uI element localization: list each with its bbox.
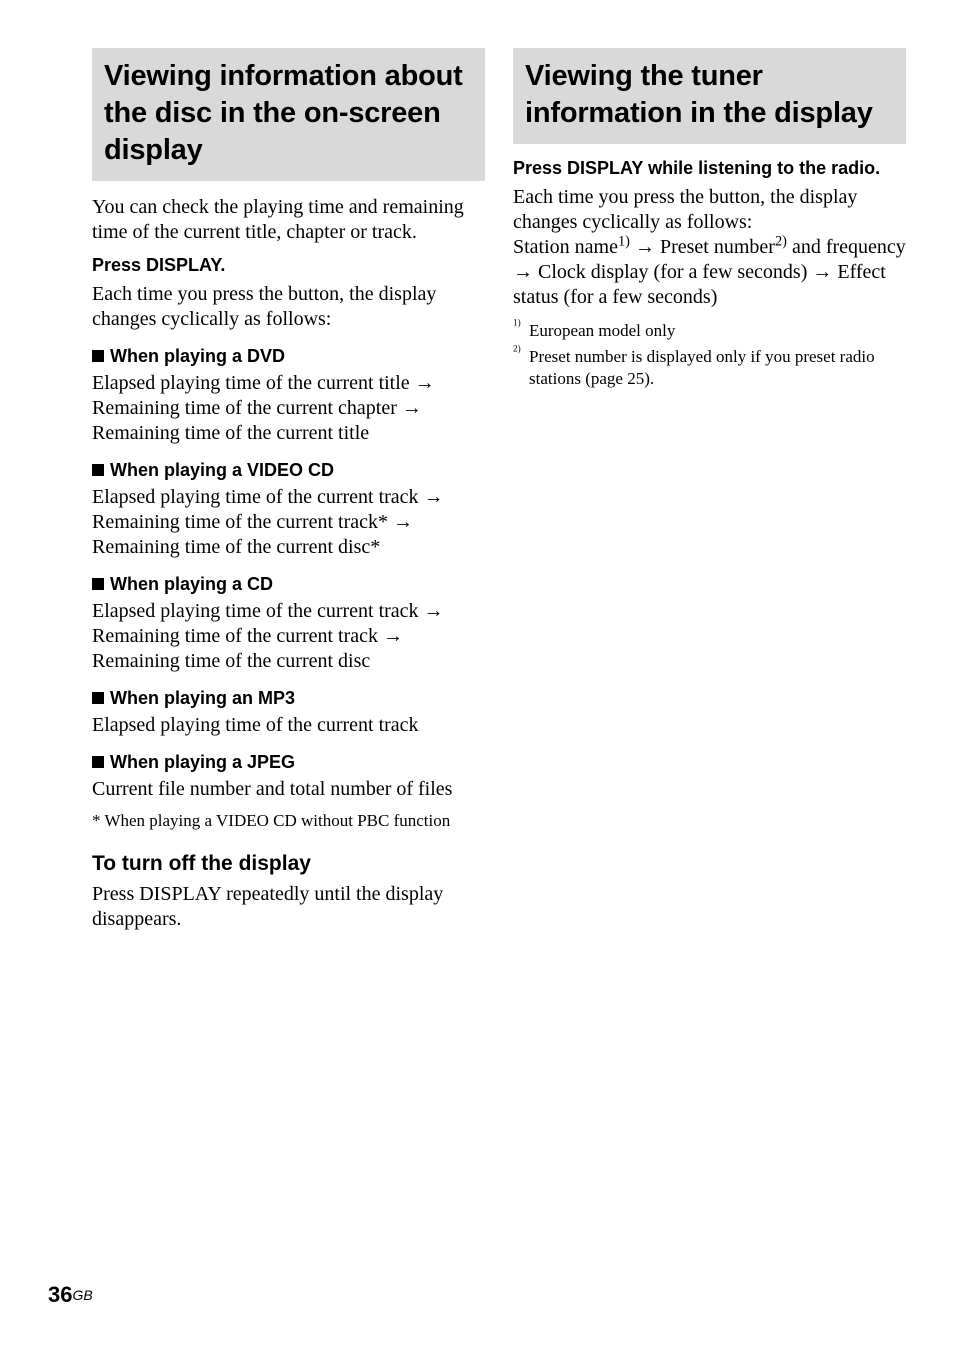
arrow-icon: → bbox=[513, 261, 533, 283]
footnote-1-num: 1) bbox=[513, 319, 529, 341]
left-title: Viewing information about the disc in th… bbox=[104, 58, 473, 169]
page-region: GB bbox=[72, 1287, 92, 1303]
arrow-icon: → bbox=[635, 236, 655, 258]
dvd-body: Elapsed playing time of the current titl… bbox=[92, 371, 485, 446]
square-icon bbox=[92, 350, 104, 362]
vcd-body: Elapsed playing time of the current trac… bbox=[92, 485, 485, 560]
jpeg-heading: When playing a JPEG bbox=[92, 752, 485, 773]
footnote-2: 2) Preset number is displayed only if yo… bbox=[513, 346, 906, 390]
right-title: Viewing the tuner information in the dis… bbox=[525, 58, 894, 132]
jpeg-body: Current file number and total number of … bbox=[92, 777, 485, 802]
turnoff-body: Press DISPLAY repeatedly until the displ… bbox=[92, 882, 485, 932]
left-step-body: Each time you press the button, the disp… bbox=[92, 282, 485, 332]
seq-a: Station name bbox=[513, 236, 618, 258]
left-title-block: Viewing information about the disc in th… bbox=[92, 48, 485, 181]
dvd-heading: When playing a DVD bbox=[92, 346, 485, 367]
vcd-heading: When playing a VIDEO CD bbox=[92, 460, 485, 481]
seq-d: Clock display (for a few seconds) bbox=[533, 261, 812, 283]
square-icon bbox=[92, 756, 104, 768]
arrow-icon: → bbox=[812, 261, 832, 283]
page-number-value: 36 bbox=[48, 1282, 72, 1307]
footnote-list: 1) European model only 2) Preset number … bbox=[513, 320, 906, 390]
footnote-2-num: 2) bbox=[513, 345, 529, 389]
mp3-heading-text: When playing an MP3 bbox=[110, 688, 295, 708]
right-step: Press DISPLAY while listening to the rad… bbox=[513, 158, 906, 179]
mp3-body: Elapsed playing time of the current trac… bbox=[92, 713, 485, 738]
cd-heading-text: When playing a CD bbox=[110, 574, 273, 594]
cd-heading: When playing a CD bbox=[92, 574, 485, 595]
dvd-heading-text: When playing a DVD bbox=[110, 346, 285, 366]
turnoff-heading: To turn off the display bbox=[92, 852, 485, 876]
seq-c: and frequency bbox=[787, 236, 906, 258]
square-icon bbox=[92, 692, 104, 704]
footnote-2-text: Preset number is displayed only if you p… bbox=[529, 346, 906, 390]
jpeg-heading-text: When playing a JPEG bbox=[110, 752, 295, 772]
vcd-heading-text: When playing a VIDEO CD bbox=[110, 460, 334, 480]
left-intro: You can check the playing time and remai… bbox=[92, 195, 485, 245]
superscript-1: 1) bbox=[618, 234, 630, 250]
right-sequence: Station name1) → Preset number2) and fre… bbox=[513, 235, 906, 310]
left-step: Press DISPLAY. bbox=[92, 255, 485, 276]
superscript-2: 2) bbox=[775, 234, 787, 250]
right-title-block: Viewing the tuner information in the dis… bbox=[513, 48, 906, 144]
mp3-heading: When playing an MP3 bbox=[92, 688, 485, 709]
square-icon bbox=[92, 578, 104, 590]
cd-body: Elapsed playing time of the current trac… bbox=[92, 599, 485, 674]
page-number: 36GB bbox=[48, 1282, 93, 1308]
seq-b: Preset number bbox=[655, 236, 775, 258]
square-icon bbox=[92, 464, 104, 476]
right-body-intro: Each time you press the button, the disp… bbox=[513, 185, 906, 235]
footnote-1-text: European model only bbox=[529, 320, 906, 342]
asterisk-note: * When playing a VIDEO CD without PBC fu… bbox=[92, 810, 485, 831]
footnote-1: 1) European model only bbox=[513, 320, 906, 342]
